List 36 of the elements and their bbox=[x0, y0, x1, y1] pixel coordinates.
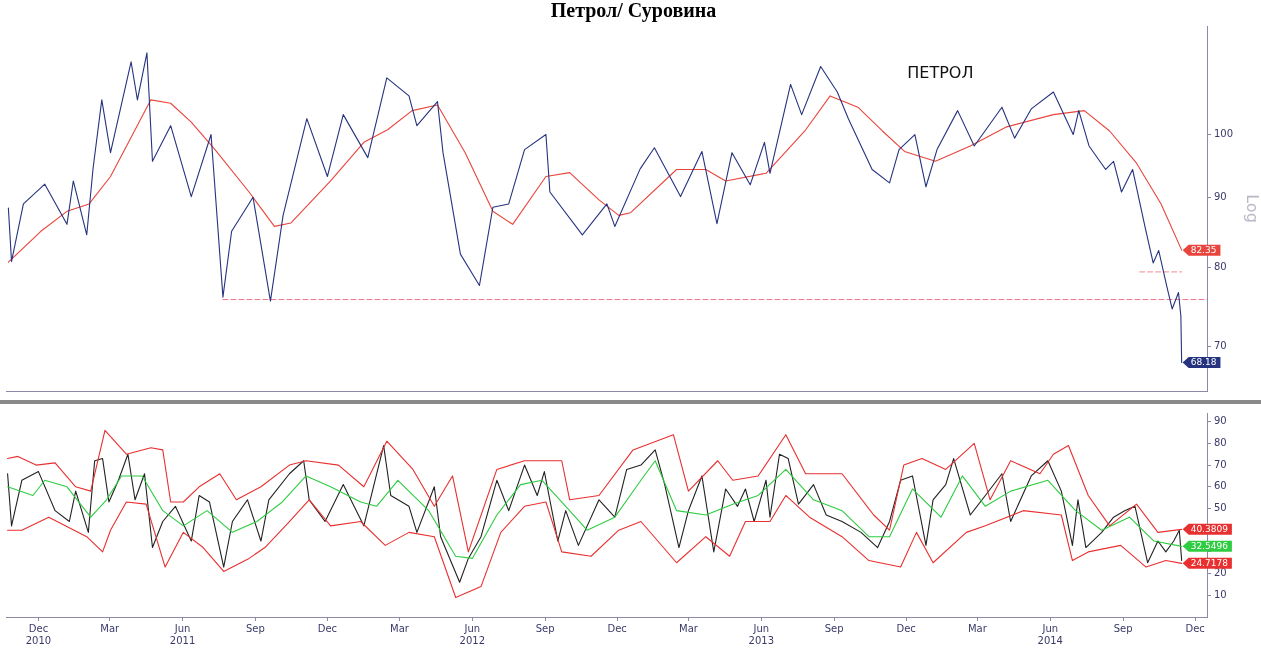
x-tick-label: Mar bbox=[967, 622, 988, 634]
x-tick-label: Jun 2011 bbox=[169, 622, 196, 646]
chart-title: Петрол/ Суровина bbox=[550, 0, 717, 23]
data-label: 68.18 bbox=[1190, 357, 1217, 368]
x-tick-label: Jun 2013 bbox=[748, 622, 774, 646]
y-axis-title: Log bbox=[1243, 194, 1261, 223]
x-tick-label: Jun 2012 bbox=[459, 622, 486, 646]
y-tick-label: 100 bbox=[1214, 128, 1234, 140]
x-tick-label: Dec bbox=[317, 622, 338, 634]
data-label: 82.35 bbox=[1190, 244, 1217, 255]
x-tick-label: Mar bbox=[679, 622, 699, 634]
y-tick-label: 80 bbox=[1214, 436, 1227, 448]
x-tick-label: Jun 2014 bbox=[1037, 622, 1063, 646]
x-tick-label: Sep bbox=[1113, 622, 1133, 634]
x-tick-label: Sep bbox=[535, 622, 555, 634]
x-tick-label: Dec bbox=[896, 622, 916, 634]
x-tick-label: Dec bbox=[1185, 622, 1205, 634]
y-tick-label: 60 bbox=[1214, 480, 1227, 492]
x-tick-label: Mar bbox=[100, 622, 121, 634]
data-label: 24.7178 bbox=[1190, 558, 1229, 569]
y-tick-label: 70 bbox=[1214, 340, 1227, 352]
y-tick-label: 90 bbox=[1214, 415, 1227, 427]
y-tick-label: 10 bbox=[1214, 588, 1227, 600]
y-tick-label: 20 bbox=[1214, 567, 1227, 579]
y-tick-label: 80 bbox=[1214, 260, 1227, 272]
x-tick-label: Sep bbox=[245, 622, 265, 634]
x-tick-label: Mar bbox=[390, 622, 410, 634]
x-tick-label: Sep bbox=[824, 622, 844, 634]
data-label: 32.5496 bbox=[1190, 541, 1229, 552]
y-tick-label: 70 bbox=[1214, 458, 1227, 470]
annotation: ПЕТРОЛ bbox=[907, 63, 974, 83]
x-tick-label: Dec 2010 bbox=[25, 622, 52, 646]
y-tick-label: 90 bbox=[1214, 190, 1227, 202]
y-tick-label: 50 bbox=[1214, 502, 1227, 514]
x-tick-label: Dec bbox=[607, 622, 627, 634]
data-label: 40.3809 bbox=[1190, 524, 1229, 535]
